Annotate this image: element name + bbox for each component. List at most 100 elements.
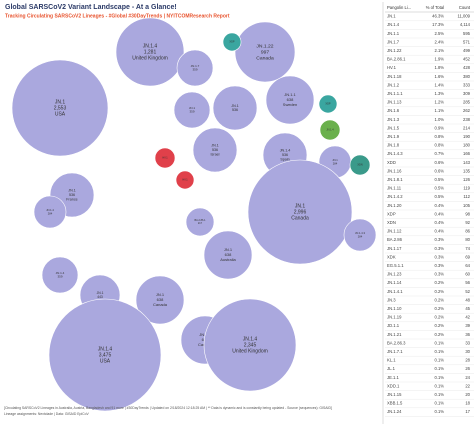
table-cell: JN.1.8.1 [387, 177, 403, 182]
table-cell: 0.2% [434, 323, 444, 328]
table-cell: JN.1.4.2 [387, 194, 403, 199]
bubble-label: JN.1.4 [326, 129, 334, 132]
table-cell: 571 [463, 39, 471, 44]
table-cell: JE.1.1 [387, 375, 400, 380]
table-cell: JN.1.9 [387, 134, 400, 139]
bubble-label: JN.1.7 [191, 64, 200, 68]
bubble [135, 275, 185, 325]
table-cell: 380 [463, 74, 471, 79]
bubble-label: JN.1.22 [256, 43, 273, 49]
bubble-label: 217 [198, 222, 203, 225]
bubble [203, 230, 253, 280]
column-header: Count [459, 5, 471, 10]
bubble-label: 1,281 [144, 49, 157, 55]
table-cell: XDD [387, 160, 396, 165]
table-cell: 1.2% [434, 100, 444, 105]
table-cell: 0.2% [434, 315, 444, 320]
table-cell: JN.1.15 [387, 392, 402, 397]
table-cell: 0.9% [434, 125, 444, 130]
bubble-label: JN.1 [97, 291, 104, 295]
table-cell: 24 [465, 375, 470, 380]
table-cell: 0.1% [434, 392, 444, 397]
table-cell: XDN [387, 220, 396, 225]
bubble [343, 218, 377, 252]
table-cell: KL.1 [387, 358, 396, 363]
table-cell: 4,114 [460, 22, 471, 27]
table-cell: 1.0% [434, 117, 444, 122]
bubble-label: 284 [48, 211, 53, 215]
table-cell: 112 [463, 194, 470, 199]
bubble-label: 2,345 [244, 342, 257, 348]
table-cell: XDP [387, 211, 396, 216]
table-cell: 0.1% [434, 383, 444, 388]
table-cell: JN.1.16 [387, 168, 402, 173]
table-cell: 2.5% [434, 31, 444, 36]
table-cell: 309 [463, 91, 471, 96]
table-cell: JN.1.2 [387, 82, 400, 87]
table: Pangolin Li... % of Total Count JN.1 46.3% 11… [385, 5, 474, 417]
table-cell: 26 [465, 366, 470, 371]
table-cell: 1.1% [434, 108, 444, 113]
table-cell: 0.6% [434, 168, 444, 173]
table-cell: 135 [463, 168, 471, 173]
table-cell: 1.8% [434, 65, 444, 70]
table-cell: 52 [465, 289, 470, 294]
bubble-label: JN.1.4 [143, 43, 158, 49]
table-cell: 1.9% [434, 57, 444, 62]
table-cell: XDD.1 [387, 383, 400, 388]
table-cell: JN.1.13 [387, 100, 402, 105]
table-cell: 22 [465, 383, 470, 388]
table-cell: 0.3% [434, 246, 444, 251]
table-cell: 452 [463, 57, 471, 62]
bubble-label: JN.1.4 [243, 336, 258, 342]
bubble-label: JN.1 [55, 99, 66, 105]
table-cell: JN.1.24 [387, 409, 402, 414]
bubble-label: United Kingdom [132, 55, 168, 61]
bubble-label: USA [55, 111, 66, 117]
table-cell: 1.4% [434, 82, 444, 87]
bubble [154, 147, 176, 169]
table-cell: JN.1.1 [387, 31, 400, 36]
table-cell: 28 [465, 358, 470, 363]
table-cell: BA.2.86.3 [387, 340, 406, 345]
table-cell: XBB.1.5 [387, 401, 403, 406]
table-cell: 1.3% [434, 91, 444, 96]
table-cell: 0.2% [434, 332, 444, 337]
table-cell: 80 [465, 237, 470, 242]
table-cell: 56 [465, 280, 470, 285]
bubble-label: United Kingdom [232, 348, 268, 354]
bubble [265, 75, 315, 125]
table-cell: JN.1 [387, 14, 396, 19]
bubble-label: USA [100, 358, 111, 364]
table-cell: 262 [463, 108, 471, 113]
table-cell: JN.1.11 [387, 186, 402, 191]
bubble-label: XDP [325, 103, 330, 106]
table-cell: 0.4% [434, 211, 444, 216]
table-cell: JN.1.5 [387, 125, 400, 130]
table-cell: 0.4% [434, 229, 444, 234]
bubble-label: JN.1.1 [284, 92, 296, 97]
table-cell: BA.2.86 [387, 237, 403, 242]
table-cell: JN.1.21 [387, 332, 402, 337]
bubble-label: Canada [153, 302, 168, 307]
table-cell: 0.1% [434, 349, 444, 354]
table-cell: JN.1.14 [387, 280, 402, 285]
column-header: % of Total [426, 5, 444, 10]
bubble-label: Australia [220, 257, 236, 262]
table-cell: 499 [463, 48, 471, 53]
bubble-label: JN.1 [295, 203, 306, 209]
bubble-label: Sweden [283, 102, 297, 107]
table-cell: JN.1.23 [387, 272, 402, 277]
table-cell: JN.1.4.1 [387, 289, 403, 294]
table-cell: JL.1 [387, 366, 396, 371]
footer-note: Lineage assignments: Nextclade | Data: G… [4, 412, 89, 416]
bubble [41, 256, 79, 294]
bubble [222, 32, 242, 52]
table-cell: 33 [465, 340, 470, 345]
table-cell: 0.5% [434, 177, 444, 182]
title: Global SARSCoV2 Variant Landscape - At a… [5, 4, 177, 11]
table-cell: 0.7% [434, 151, 444, 156]
table-cell: 0.3% [434, 272, 444, 277]
